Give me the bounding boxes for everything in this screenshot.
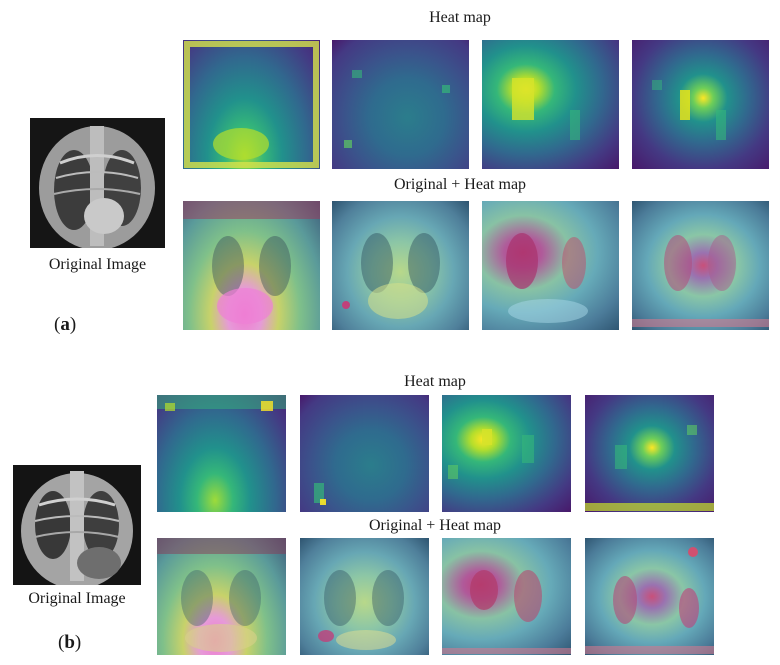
heatmap-caption-a: Heat map [429,9,491,26]
heatmap-tile-a-1 [183,40,320,169]
original-caption-b: Original Image [28,590,126,607]
overlay-tile-b-2 [300,538,429,655]
panel-label-a-open: ( [54,314,61,335]
panel-label-b-letter: b [64,632,75,653]
panel-label-b-close: ) [74,632,82,653]
original-xray-b [13,465,141,585]
overlay-tile-b-4 [585,538,714,655]
heatmap-tile-b-3 [442,395,571,512]
overlay-tile-b-1 [157,538,286,655]
original-caption-a: Original Image [48,256,147,273]
panel-label-a-letter: a [60,314,70,335]
heatmap-tile-b-2 [300,395,429,512]
heatmap-tile-a-3 [482,40,619,169]
panel-label-a: (a) [54,314,76,336]
heatmap-tile-b-4 [585,395,714,512]
heatmap-caption-b: Heat map [404,373,466,390]
overlay-tile-a-2 [332,201,469,330]
panel-label-b: (b) [58,632,81,654]
overlay-caption-a: Original + Heat map [393,176,527,193]
panel-label-a-close: ) [69,314,77,335]
original-xray-a [30,118,165,248]
xray-illustration-a [30,118,165,248]
heatmap-tile-b-1 [157,395,286,512]
overlay-tile-a-4 [632,201,769,330]
overlay-caption-b: Original + Heat map [368,517,502,534]
overlay-tile-a-3 [482,201,619,330]
heatmap-tile-a-2 [332,40,469,169]
panel-label-b-open: ( [58,632,65,653]
overlay-tile-a-1 [183,201,320,330]
overlay-tile-b-3 [442,538,571,655]
heatmap-tile-a-4 [632,40,769,169]
xray-illustration-b [13,465,141,585]
